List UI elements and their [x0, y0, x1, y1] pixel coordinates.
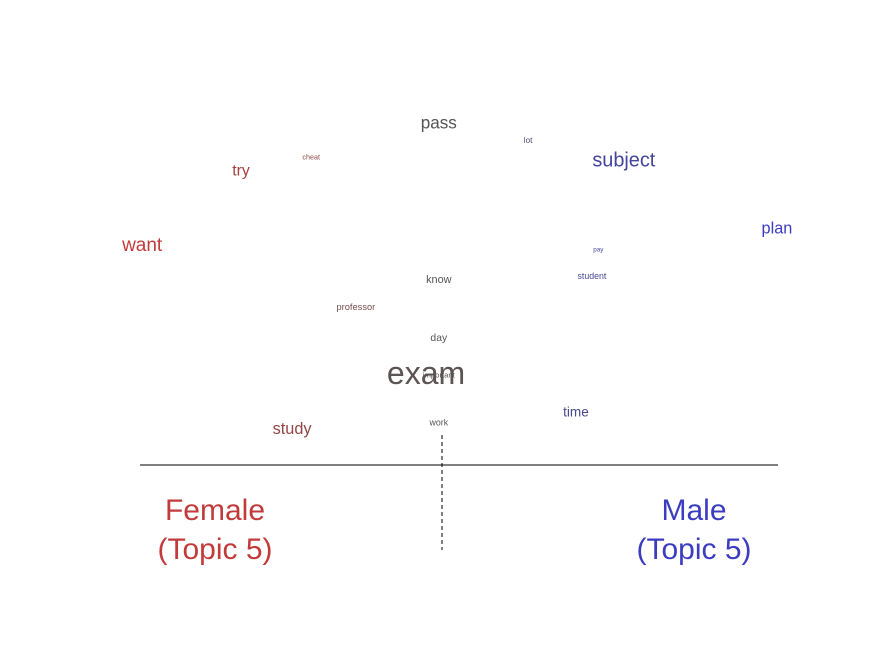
- word-label-pass: pass: [421, 113, 457, 132]
- word-label-day: day: [430, 333, 448, 344]
- word-label-subject: subject: [592, 149, 655, 171]
- male-label-line1: Male: [661, 494, 726, 527]
- word-label-study: study: [273, 420, 313, 438]
- word-label-work: work: [429, 417, 449, 427]
- word-label-time: time: [563, 404, 589, 419]
- word-label-cheat: cheat: [302, 153, 320, 162]
- word-label-professor: professor: [336, 302, 375, 312]
- male-label-line2: (Topic 5): [636, 533, 751, 566]
- female-label-line1: Female: [165, 494, 265, 527]
- word-label-know: know: [426, 274, 452, 286]
- word-label-lot: lot: [524, 136, 533, 145]
- word-layer: pass lot cheat subject try plan want pay student…: [121, 113, 792, 438]
- word-label-try: try: [232, 163, 250, 180]
- female-label-line2: (Topic 5): [157, 533, 272, 566]
- word-label-important: important: [423, 370, 456, 379]
- word-label-student: student: [578, 271, 607, 281]
- word-label-want: want: [121, 235, 163, 256]
- word-label-pay: pay: [593, 246, 604, 253]
- word-label-plan: plan: [762, 219, 793, 237]
